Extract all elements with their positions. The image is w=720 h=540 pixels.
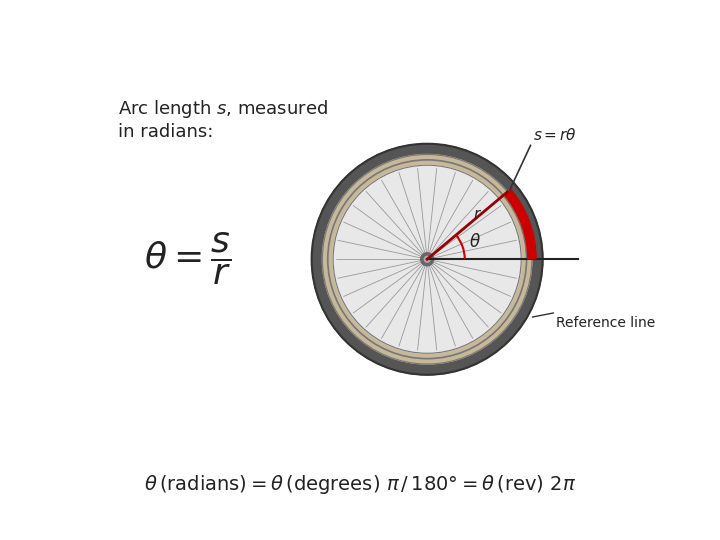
- Circle shape: [312, 144, 543, 375]
- Text: $s = r\theta$: $s = r\theta$: [534, 127, 577, 143]
- Text: $\theta$: $\theta$: [469, 233, 481, 251]
- Text: Arc length $s$, measured
in radians:: Arc length $s$, measured in radians:: [118, 98, 328, 141]
- Circle shape: [323, 154, 532, 364]
- Text: $\theta\,(\mathrm{radians}) = \theta\,(\mathrm{degrees})\ \pi\,/\,180° = \theta\: $\theta\,(\mathrm{radians}) = \theta\,(\…: [144, 474, 576, 496]
- Text: Reference line: Reference line: [556, 316, 655, 329]
- Text: $\theta = \dfrac{s}{r}$: $\theta = \dfrac{s}{r}$: [145, 231, 232, 287]
- Circle shape: [424, 256, 430, 262]
- Circle shape: [420, 253, 433, 266]
- Text: $r$: $r$: [474, 207, 482, 222]
- Circle shape: [333, 165, 521, 353]
